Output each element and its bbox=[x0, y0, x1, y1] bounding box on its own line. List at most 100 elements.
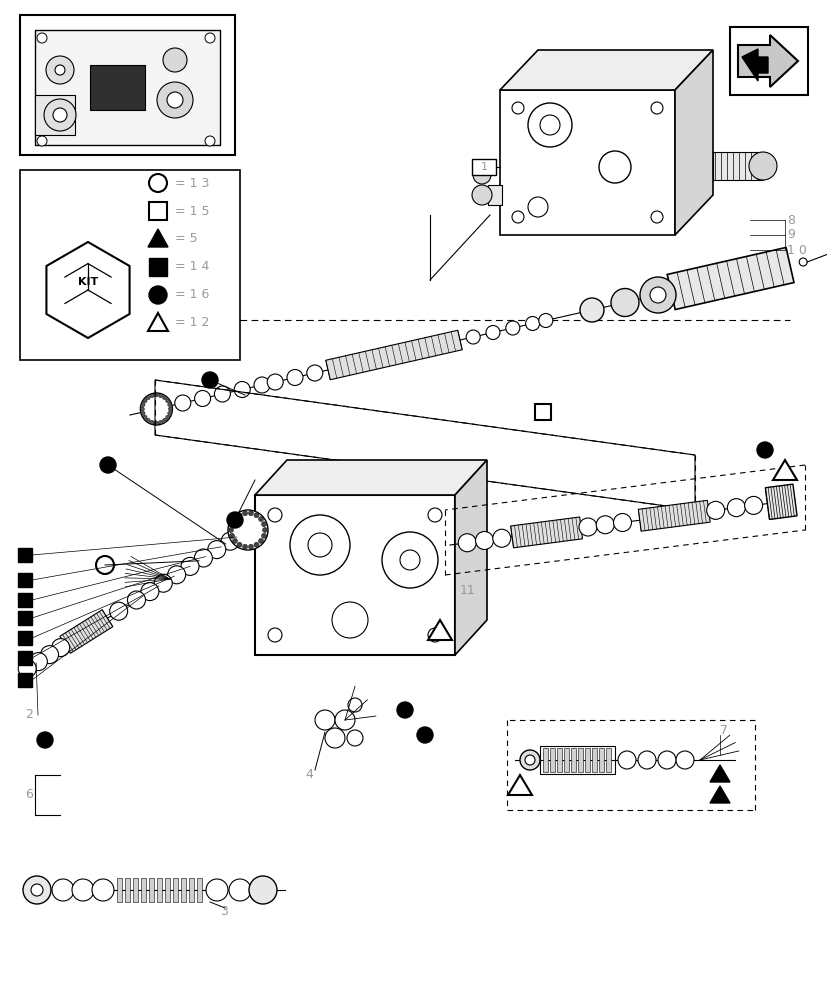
Circle shape bbox=[214, 386, 230, 402]
Circle shape bbox=[505, 321, 519, 335]
Circle shape bbox=[205, 136, 215, 146]
Polygon shape bbox=[741, 49, 767, 81]
Text: = 1 4: = 1 4 bbox=[174, 260, 209, 273]
Bar bbox=[133, 878, 138, 902]
Circle shape bbox=[475, 532, 493, 550]
Circle shape bbox=[150, 394, 154, 398]
Polygon shape bbox=[500, 50, 712, 90]
Circle shape bbox=[232, 538, 237, 543]
Circle shape bbox=[18, 660, 36, 678]
Circle shape bbox=[308, 533, 332, 557]
Bar bbox=[141, 878, 146, 902]
Bar bbox=[197, 878, 202, 902]
Text: 8: 8 bbox=[786, 214, 794, 227]
Circle shape bbox=[165, 399, 170, 403]
Circle shape bbox=[485, 326, 500, 340]
Circle shape bbox=[227, 510, 268, 550]
Circle shape bbox=[229, 879, 251, 901]
Circle shape bbox=[154, 393, 158, 397]
Circle shape bbox=[55, 65, 65, 75]
Bar bbox=[18, 651, 32, 665]
Circle shape bbox=[638, 751, 655, 769]
Circle shape bbox=[254, 542, 259, 547]
Circle shape bbox=[457, 534, 476, 552]
Circle shape bbox=[347, 698, 361, 712]
Polygon shape bbox=[638, 500, 710, 531]
Bar bbox=[35, 30, 220, 145]
Circle shape bbox=[254, 513, 259, 518]
Circle shape bbox=[162, 418, 166, 422]
Circle shape bbox=[428, 508, 442, 522]
Circle shape bbox=[748, 152, 776, 180]
Circle shape bbox=[202, 372, 218, 388]
Circle shape bbox=[726, 499, 744, 517]
Circle shape bbox=[51, 639, 69, 657]
Circle shape bbox=[511, 211, 523, 223]
Circle shape bbox=[168, 407, 172, 411]
Bar bbox=[173, 878, 178, 902]
Text: 1: 1 bbox=[480, 162, 487, 172]
Circle shape bbox=[705, 501, 724, 519]
Circle shape bbox=[528, 103, 571, 147]
Bar bbox=[712, 152, 762, 180]
Circle shape bbox=[46, 56, 74, 84]
Circle shape bbox=[234, 381, 250, 397]
Polygon shape bbox=[508, 775, 532, 795]
Bar bbox=[487, 185, 501, 205]
Circle shape bbox=[146, 418, 150, 422]
Circle shape bbox=[44, 99, 76, 131]
Bar bbox=[18, 573, 32, 587]
Circle shape bbox=[52, 879, 74, 901]
Bar bbox=[20, 170, 240, 360]
Circle shape bbox=[205, 33, 215, 43]
Circle shape bbox=[174, 395, 190, 411]
Bar bbox=[18, 631, 32, 645]
Circle shape bbox=[72, 879, 94, 901]
Circle shape bbox=[524, 755, 534, 765]
Circle shape bbox=[29, 653, 47, 671]
Circle shape bbox=[756, 442, 772, 458]
Circle shape bbox=[127, 591, 146, 609]
Circle shape bbox=[194, 390, 210, 406]
Polygon shape bbox=[455, 460, 486, 655]
Circle shape bbox=[325, 728, 345, 748]
Circle shape bbox=[613, 514, 631, 532]
Bar bbox=[165, 878, 170, 902]
Circle shape bbox=[511, 102, 523, 114]
Bar bbox=[471, 159, 495, 175]
Polygon shape bbox=[737, 35, 797, 87]
Bar bbox=[255, 495, 455, 655]
Bar bbox=[149, 202, 167, 220]
Circle shape bbox=[31, 884, 43, 896]
Circle shape bbox=[268, 508, 282, 522]
Bar bbox=[20, 15, 235, 155]
Bar bbox=[18, 673, 32, 687]
Circle shape bbox=[154, 421, 158, 425]
Bar bbox=[563, 748, 568, 772]
Circle shape bbox=[141, 403, 145, 407]
Circle shape bbox=[221, 532, 239, 550]
Circle shape bbox=[650, 211, 662, 223]
Circle shape bbox=[254, 377, 270, 393]
Circle shape bbox=[143, 415, 147, 419]
Polygon shape bbox=[148, 313, 168, 331]
Bar bbox=[585, 748, 590, 772]
Circle shape bbox=[428, 628, 442, 642]
Text: 7: 7 bbox=[719, 723, 727, 736]
Circle shape bbox=[381, 532, 437, 588]
Text: = 1 2: = 1 2 bbox=[174, 316, 209, 330]
Circle shape bbox=[657, 751, 675, 769]
Circle shape bbox=[143, 399, 147, 403]
Circle shape bbox=[743, 496, 762, 514]
Circle shape bbox=[675, 751, 693, 769]
Circle shape bbox=[610, 288, 638, 316]
Circle shape bbox=[335, 710, 355, 730]
Circle shape bbox=[157, 82, 193, 118]
Circle shape bbox=[141, 407, 144, 411]
Circle shape bbox=[262, 528, 267, 532]
Circle shape bbox=[261, 522, 266, 527]
Circle shape bbox=[141, 411, 145, 415]
Circle shape bbox=[237, 513, 241, 518]
Polygon shape bbox=[428, 620, 452, 640]
Text: 9: 9 bbox=[786, 229, 794, 241]
